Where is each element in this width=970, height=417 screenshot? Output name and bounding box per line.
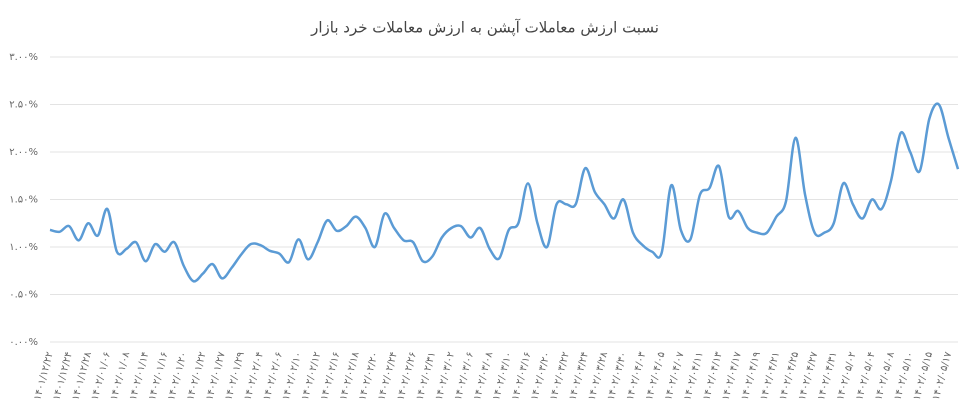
y-tick-label: ۰.۰۰% xyxy=(9,337,38,348)
y-tick-label: ۱.۵۰% xyxy=(9,195,38,206)
y-tick-label: ۳.۰۰% xyxy=(9,52,38,63)
y-tick-label: ۰.۵۰% xyxy=(9,290,38,301)
x-tick-label: ۱۴۰۲/۰۵/۱۷ xyxy=(931,350,955,401)
y-tick-label: ۱.۰۰% xyxy=(9,242,38,253)
y-tick-label: ۲.۰۰% xyxy=(9,147,38,158)
chart-title: نسبت ارزش معاملات آپشن به ارزش معاملات خ… xyxy=(310,19,659,38)
data-line xyxy=(49,102,960,283)
y-tick-label: ۲.۵۰% xyxy=(9,100,38,111)
